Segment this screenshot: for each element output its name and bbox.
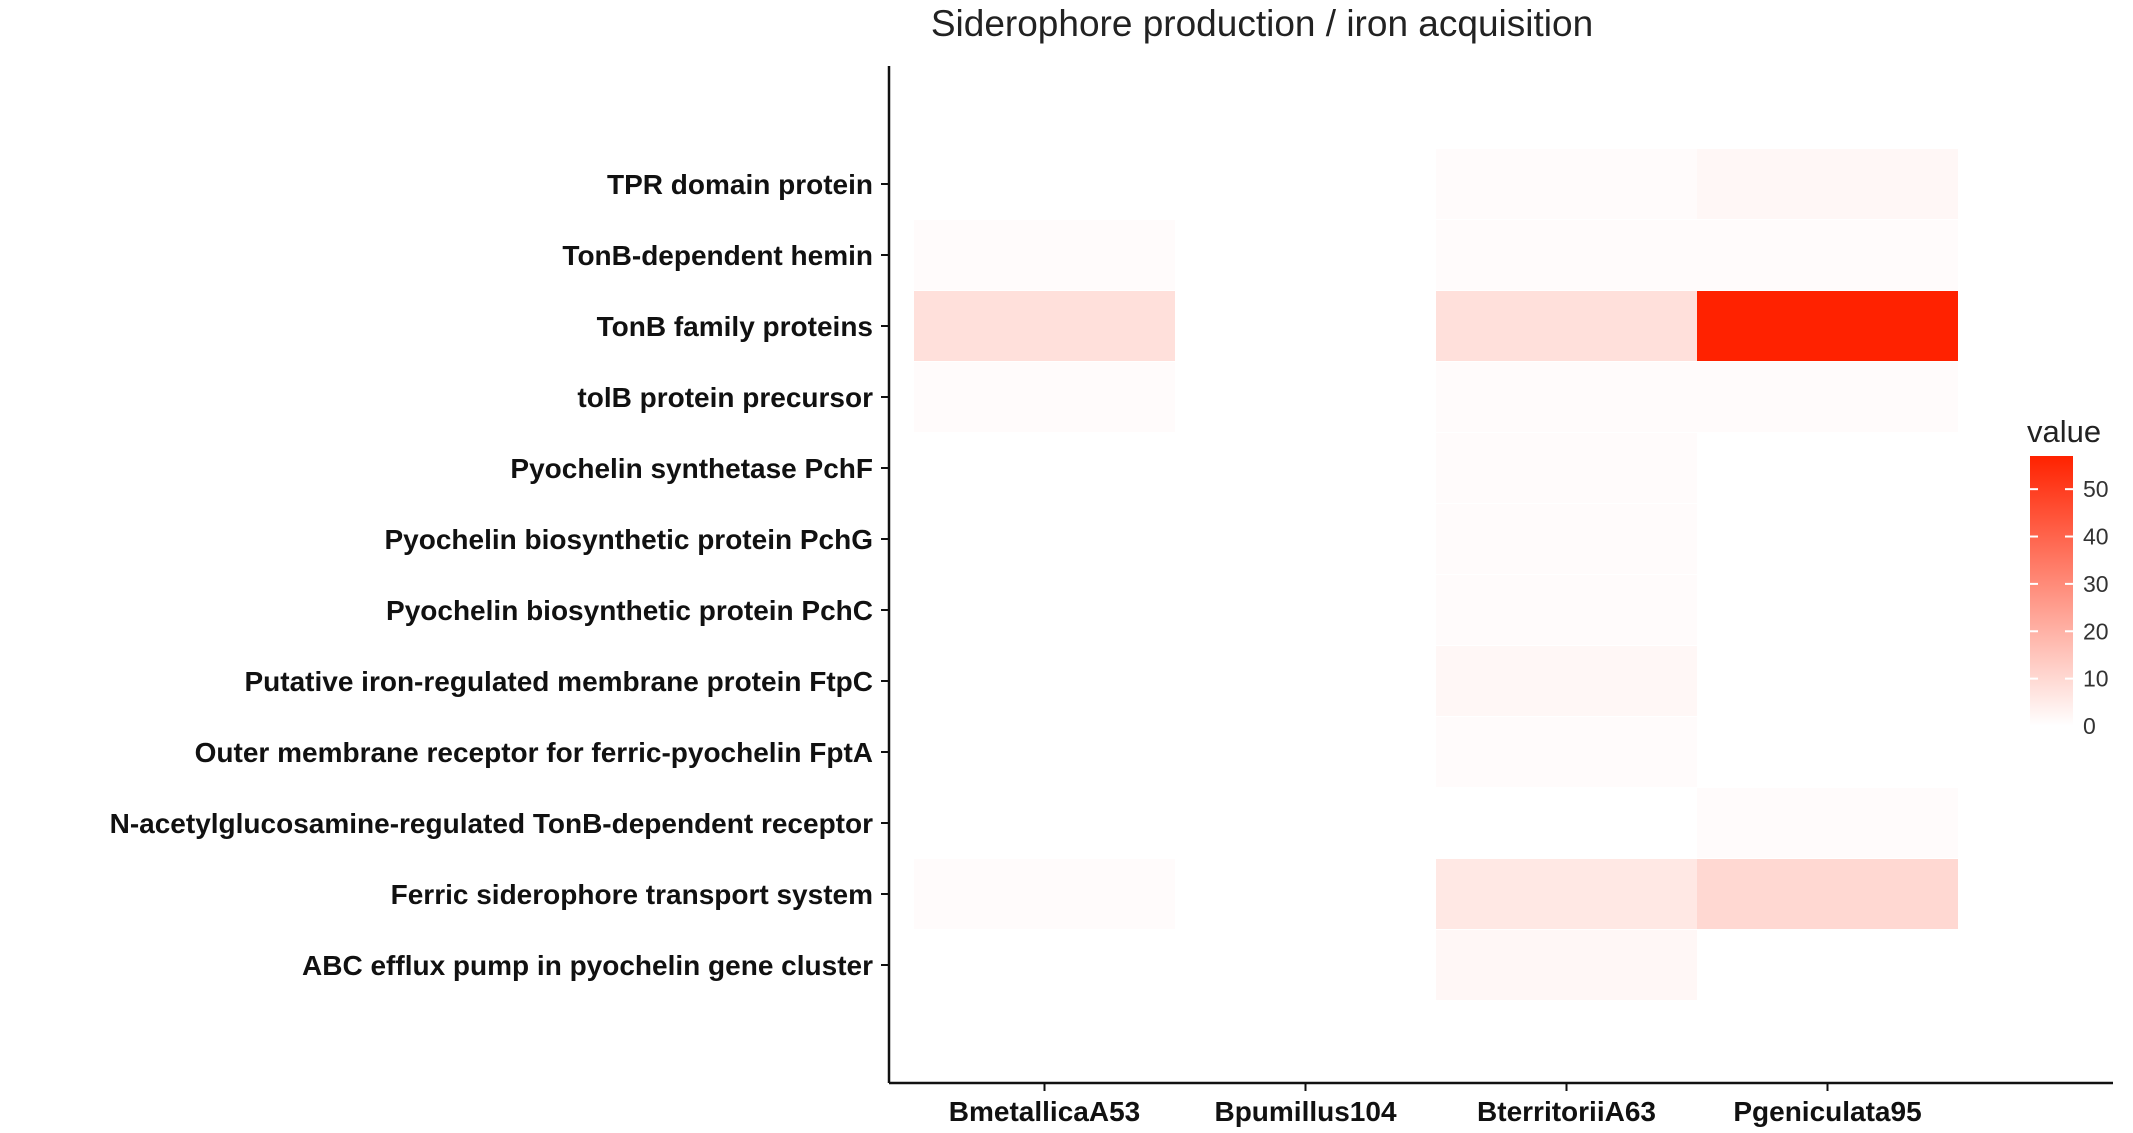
y-tick-label: Pyochelin biosynthetic protein PchG: [384, 524, 873, 555]
y-tick-label: TPR domain protein: [607, 169, 873, 200]
legend-title: value: [2027, 414, 2101, 449]
heatmap-cell: [1697, 362, 1958, 432]
x-tick-label: Pgeniculata95: [1733, 1096, 1921, 1127]
x-axis-labels: BmetallicaA53 Bpumillus104 BterritoriiA63 P…: [949, 1096, 1922, 1127]
x-axis-ticks: [1043, 1083, 1829, 1091]
x-tick-label: BterritoriiA63: [1477, 1096, 1656, 1127]
heatmap-cell: [914, 220, 1175, 290]
y-tick-label: Outer membrane receptor for ferric-pyoch…: [195, 737, 873, 768]
heatmap-cell: [1436, 930, 1697, 1000]
y-tick-label: TonB family proteins: [597, 311, 873, 342]
y-axis-ticks: [881, 183, 889, 966]
heatmap-cell: [1436, 504, 1697, 574]
y-axis-labels: TPR domain protein TonB-dependent hemin T…: [110, 169, 873, 981]
heatmap-cell: [1436, 859, 1697, 929]
heatmap-cell: [1436, 149, 1697, 219]
heatmap-cell: [1436, 575, 1697, 645]
heatmap-cell: [914, 362, 1175, 432]
y-tick-label: Ferric siderophore transport system: [391, 879, 873, 910]
heatmap-cell: [1436, 291, 1697, 361]
y-tick-label: Putative iron-regulated membrane protein…: [244, 666, 873, 697]
chart-title: Siderophore production / iron acquisitio…: [931, 3, 1593, 44]
y-tick-label: Pyochelin biosynthetic protein PchC: [386, 595, 873, 626]
y-tick-label: TonB-dependent hemin: [562, 240, 873, 271]
heatmap-cell: [1436, 646, 1697, 716]
heatmap-cell: [914, 291, 1175, 361]
heatmap-cell: [1436, 220, 1697, 290]
legend-tick-label: 20: [2083, 618, 2109, 644]
heatmap-cell: [1697, 149, 1958, 219]
color-legend: value 0 10 20 30 40 50: [2027, 414, 2109, 739]
heatmap-cells: [914, 149, 1958, 1000]
y-tick-label: ABC efflux pump in pyochelin gene cluste…: [302, 950, 873, 981]
legend-tick-label: 0: [2083, 713, 2096, 739]
heatmap-cell: [1697, 220, 1958, 290]
legend-tick-label: 50: [2083, 476, 2109, 502]
x-tick-label: Bpumillus104: [1214, 1096, 1396, 1127]
heatmap-cell: [1697, 291, 1958, 361]
heatmap-cell: [914, 859, 1175, 929]
legend-tick-label: 10: [2083, 666, 2109, 692]
heatmap-cell: [1436, 717, 1697, 787]
legend-tick-label: 40: [2083, 524, 2109, 550]
heatmap-cell: [1697, 788, 1958, 858]
y-tick-label: N-acetylglucosamine-regulated TonB-depen…: [110, 808, 873, 839]
legend-color-bar: [2030, 456, 2073, 726]
heatmap-cell: [1436, 433, 1697, 503]
heatmap-cell: [1436, 362, 1697, 432]
y-tick-label: tolB protein precursor: [577, 382, 873, 413]
legend-ticks: 0 10 20 30 40 50: [2030, 476, 2109, 739]
heatmap-cell: [1697, 859, 1958, 929]
y-tick-label: Pyochelin synthetase PchF: [510, 453, 873, 484]
x-tick-label: BmetallicaA53: [949, 1096, 1140, 1127]
legend-tick-label: 30: [2083, 571, 2109, 597]
